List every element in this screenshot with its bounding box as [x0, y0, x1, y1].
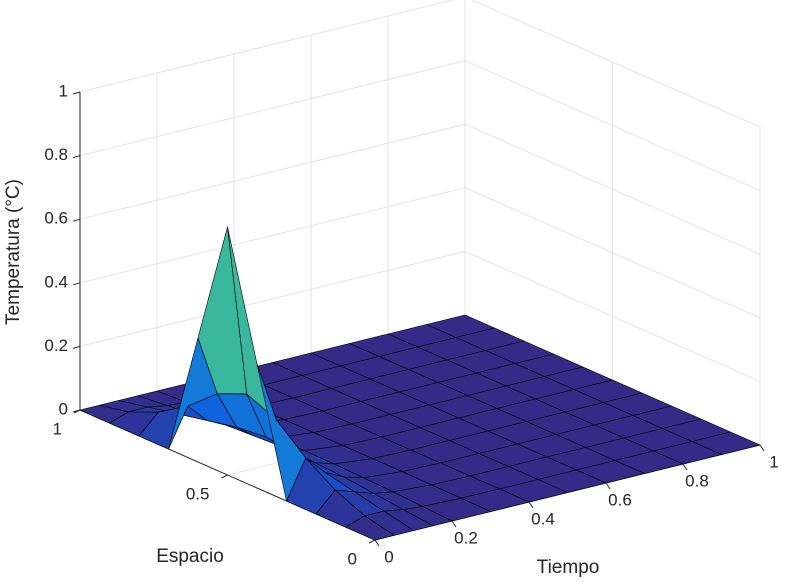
tick-mark [682, 463, 688, 471]
z-tick-label: 0.2 [44, 336, 68, 355]
z-tick-label: 1 [59, 81, 68, 100]
tick-mark [72, 155, 81, 159]
y-axis-label: Espacio [156, 546, 224, 567]
x-tick-label: 0.2 [454, 528, 478, 547]
tick-mark [72, 345, 81, 349]
tick-mark [221, 474, 228, 479]
z-tick-label: 0.6 [44, 209, 68, 228]
z-axis-label: Temperatura (°C) [3, 179, 24, 325]
back-wall [80, 0, 465, 410]
tick-mark [528, 501, 534, 509]
tick-mark [73, 409, 81, 414]
y-tick-label: 0 [348, 549, 357, 568]
x-axis-label: Tiempo [537, 557, 600, 578]
tick-mark [374, 539, 380, 547]
z-tick-label: 0.8 [44, 145, 68, 164]
tick-mark [72, 218, 81, 222]
z-tick-label: 0 [59, 399, 68, 418]
x-tick-label: 0.6 [608, 490, 632, 509]
grid-line [79, 0, 761, 128]
tick-mark [72, 91, 81, 95]
x-tick-label: 0.8 [685, 471, 709, 490]
y-tick-label: 1 [53, 419, 62, 438]
x-tick-label: 1 [769, 452, 778, 471]
tick-mark [605, 482, 611, 490]
x-tick-label: 0.4 [531, 509, 555, 528]
surface-patch [345, 515, 395, 541]
y-tick-label: 0.5 [186, 484, 210, 503]
tick-mark [368, 539, 376, 544]
x-tick-label: 0 [384, 547, 393, 566]
tick-mark [72, 282, 81, 286]
tick-mark [759, 444, 765, 452]
z-tick-label: 0.4 [44, 272, 68, 291]
tick-mark [451, 520, 457, 528]
